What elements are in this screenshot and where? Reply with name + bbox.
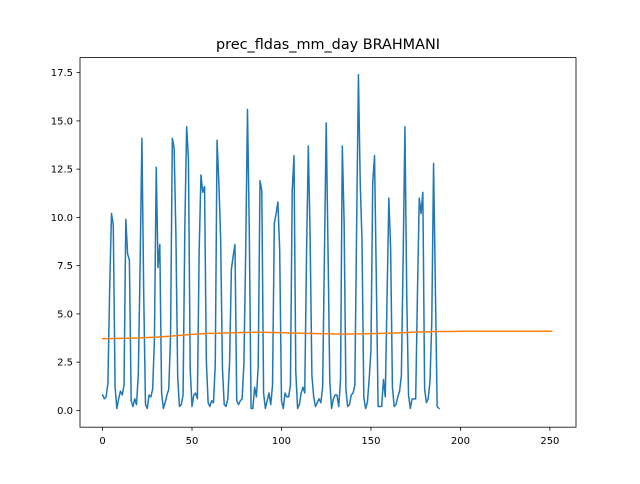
y-tick-label: 5.0 xyxy=(57,309,73,320)
chart-title: prec_fldas_mm_day BRAHMANI xyxy=(216,37,440,53)
y-tick-label: 2.5 xyxy=(57,358,73,369)
y-axis: 0.0 2.5 5.0 7.5 10.0 12.5 15.0 17.5 xyxy=(51,68,80,417)
series-layer xyxy=(101,73,553,410)
x-tick-label: 250 xyxy=(540,436,559,447)
x-tick-label: 150 xyxy=(361,436,380,447)
plot-area xyxy=(79,57,577,428)
x-tick-label: 200 xyxy=(451,436,470,447)
series-line-2 xyxy=(101,330,553,340)
series-line-1 xyxy=(101,73,440,410)
y-tick-label: 15.0 xyxy=(51,116,73,127)
x-tick-label: 50 xyxy=(186,436,199,447)
x-axis: 0 50 100 150 200 250 xyxy=(99,427,559,447)
y-tick-label: 7.5 xyxy=(57,261,73,272)
y-tick-label: 0.0 xyxy=(57,406,73,417)
y-tick-label: 12.5 xyxy=(51,165,73,176)
y-tick-label: 17.5 xyxy=(51,68,73,79)
y-tick-label: 10.0 xyxy=(51,213,73,224)
x-tick-label: 0 xyxy=(99,436,105,447)
x-tick-label: 100 xyxy=(272,436,291,447)
axes-frame xyxy=(79,57,577,428)
